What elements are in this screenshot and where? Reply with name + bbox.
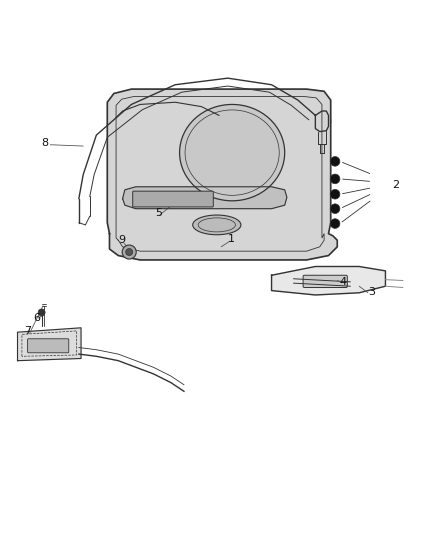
- Circle shape: [122, 245, 136, 259]
- Polygon shape: [107, 89, 337, 260]
- FancyBboxPatch shape: [303, 275, 347, 287]
- Polygon shape: [18, 328, 81, 361]
- Circle shape: [330, 189, 340, 199]
- FancyBboxPatch shape: [133, 191, 213, 207]
- Polygon shape: [123, 187, 287, 209]
- Circle shape: [330, 204, 340, 214]
- Ellipse shape: [180, 104, 285, 201]
- Text: 2: 2: [392, 180, 399, 190]
- Circle shape: [318, 117, 327, 125]
- Circle shape: [126, 248, 133, 255]
- Circle shape: [38, 309, 45, 316]
- Text: 3: 3: [368, 287, 375, 297]
- Text: 7: 7: [24, 326, 31, 336]
- Ellipse shape: [193, 215, 241, 235]
- Text: 4: 4: [339, 277, 346, 287]
- Text: 9: 9: [118, 235, 125, 245]
- Polygon shape: [272, 266, 385, 295]
- Text: 5: 5: [155, 208, 162, 218]
- Circle shape: [330, 174, 340, 184]
- Circle shape: [330, 157, 340, 166]
- Circle shape: [330, 219, 340, 229]
- Text: 8: 8: [42, 138, 49, 148]
- Text: 6: 6: [33, 313, 40, 323]
- Text: 1: 1: [228, 235, 235, 245]
- FancyBboxPatch shape: [28, 339, 69, 353]
